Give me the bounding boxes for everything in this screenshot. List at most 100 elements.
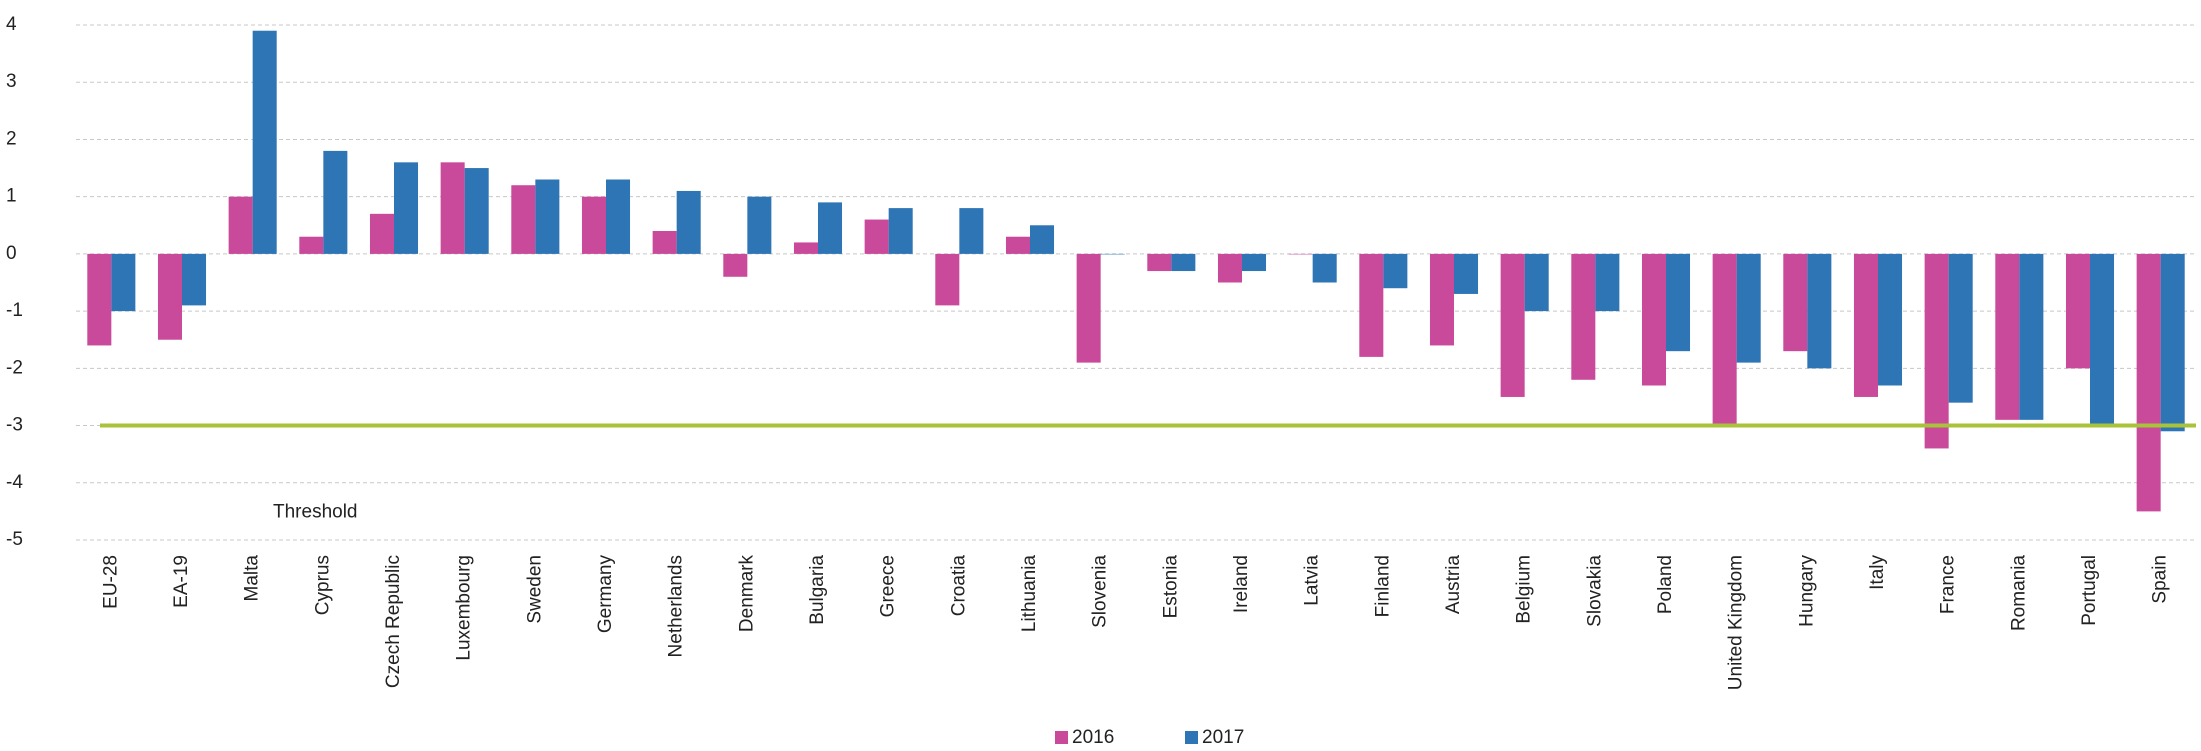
bar (252, 30, 277, 254)
x-tick-label: Czech Republic (383, 555, 404, 688)
bar (1171, 253, 1196, 272)
x-tick-label: Slovenia (1090, 555, 1111, 628)
bar (1076, 253, 1101, 363)
bar (1641, 253, 1666, 386)
x-tick-label: EU-28 (100, 555, 121, 609)
x-tick-label: France (1938, 555, 1959, 614)
y-tick-label: 3 (6, 71, 17, 92)
x-tick-label: Ireland (1231, 555, 1252, 613)
bar (111, 253, 136, 312)
bar (2019, 253, 2044, 420)
bar (2160, 253, 2185, 432)
x-tick-label: Estonia (1160, 555, 1181, 619)
bar (440, 162, 465, 254)
bar (1736, 253, 1761, 363)
bar (182, 253, 207, 306)
x-tick-label: Spain (2150, 555, 2171, 604)
bar (1807, 253, 1832, 369)
x-tick-label: Bulgaria (807, 555, 828, 625)
x-tick-label: Luxembourg (454, 555, 475, 661)
x-tick-label: Lithuania (1019, 555, 1040, 633)
bar (793, 242, 818, 254)
bar (888, 208, 913, 254)
bar (1878, 253, 1903, 386)
x-tick-label: Denmark (736, 555, 757, 633)
bar (394, 162, 419, 254)
x-tick-label: Finland (1372, 555, 1393, 617)
bar (1666, 253, 1691, 352)
bar (2136, 253, 2161, 512)
bar (1995, 253, 2020, 420)
x-tick-label: Greece (878, 555, 899, 617)
bar (511, 185, 536, 254)
bar (1924, 253, 1949, 449)
y-tick-label: 4 (6, 14, 17, 35)
legend-swatch (1185, 731, 1198, 744)
bar (1312, 253, 1337, 283)
x-tick-label: Portugal (2079, 555, 2100, 626)
x-tick-label: Croatia (948, 555, 969, 617)
x-tick-label: Latvia (1302, 555, 1323, 606)
x-tick-label: Netherlands (666, 555, 687, 657)
bar (1853, 253, 1878, 397)
bar (1783, 253, 1808, 352)
bar (959, 208, 984, 254)
x-tick-label: Poland (1655, 555, 1676, 614)
bar (1217, 253, 1242, 283)
bar (1571, 253, 1596, 380)
x-tick-label: Austria (1443, 555, 1464, 615)
y-tick-label: -2 (6, 357, 23, 378)
bar (1100, 253, 1125, 255)
bar (1288, 253, 1313, 255)
bar (606, 179, 631, 254)
bar (723, 253, 748, 277)
bar (1383, 253, 1408, 289)
threshold-label: Threshold (273, 502, 358, 523)
bar (299, 236, 324, 254)
bar (1948, 253, 1973, 403)
x-tick-label: Sweden (524, 555, 545, 624)
legend-label: 2017 (1202, 727, 1244, 748)
bar (747, 196, 772, 254)
bar (157, 253, 182, 340)
y-tick-label: -4 (6, 472, 23, 493)
x-tick-label: Hungary (1796, 555, 1817, 627)
y-tick-label: 1 (6, 186, 17, 207)
bar (464, 168, 489, 254)
x-tick-label: Cyprus (312, 555, 333, 615)
bar (935, 253, 960, 306)
x-tick-label: Belgium (1514, 555, 1535, 624)
bar (228, 196, 253, 254)
bar (676, 190, 701, 254)
bar (818, 202, 843, 254)
x-tick-label: EA-19 (171, 555, 192, 608)
legend-label: 2016 (1072, 727, 1114, 748)
bar (1030, 225, 1055, 254)
bar (87, 253, 112, 346)
bar (1524, 253, 1549, 312)
bar (581, 196, 606, 254)
bar (864, 219, 889, 254)
bar (369, 213, 394, 254)
bar (652, 231, 677, 254)
y-tick-label: 0 (6, 243, 17, 264)
y-tick-label: -5 (6, 529, 23, 550)
x-tick-label: Slovakia (1584, 555, 1605, 627)
y-tick-label: 2 (6, 128, 17, 149)
y-tick-label: -1 (6, 300, 23, 321)
y-tick-label: -3 (6, 415, 23, 436)
bar (323, 150, 348, 254)
bar (1595, 253, 1620, 312)
bar (2090, 253, 2115, 426)
x-tick-label: Malta (242, 555, 263, 602)
x-tick-label: Romania (2008, 555, 2029, 631)
bar (1712, 253, 1737, 426)
bar (1359, 253, 1384, 357)
bar (1500, 253, 1525, 397)
bar (1147, 253, 1172, 272)
bar (1429, 253, 1454, 346)
bar (1242, 253, 1267, 272)
bar (535, 179, 560, 254)
bar (1454, 253, 1479, 294)
